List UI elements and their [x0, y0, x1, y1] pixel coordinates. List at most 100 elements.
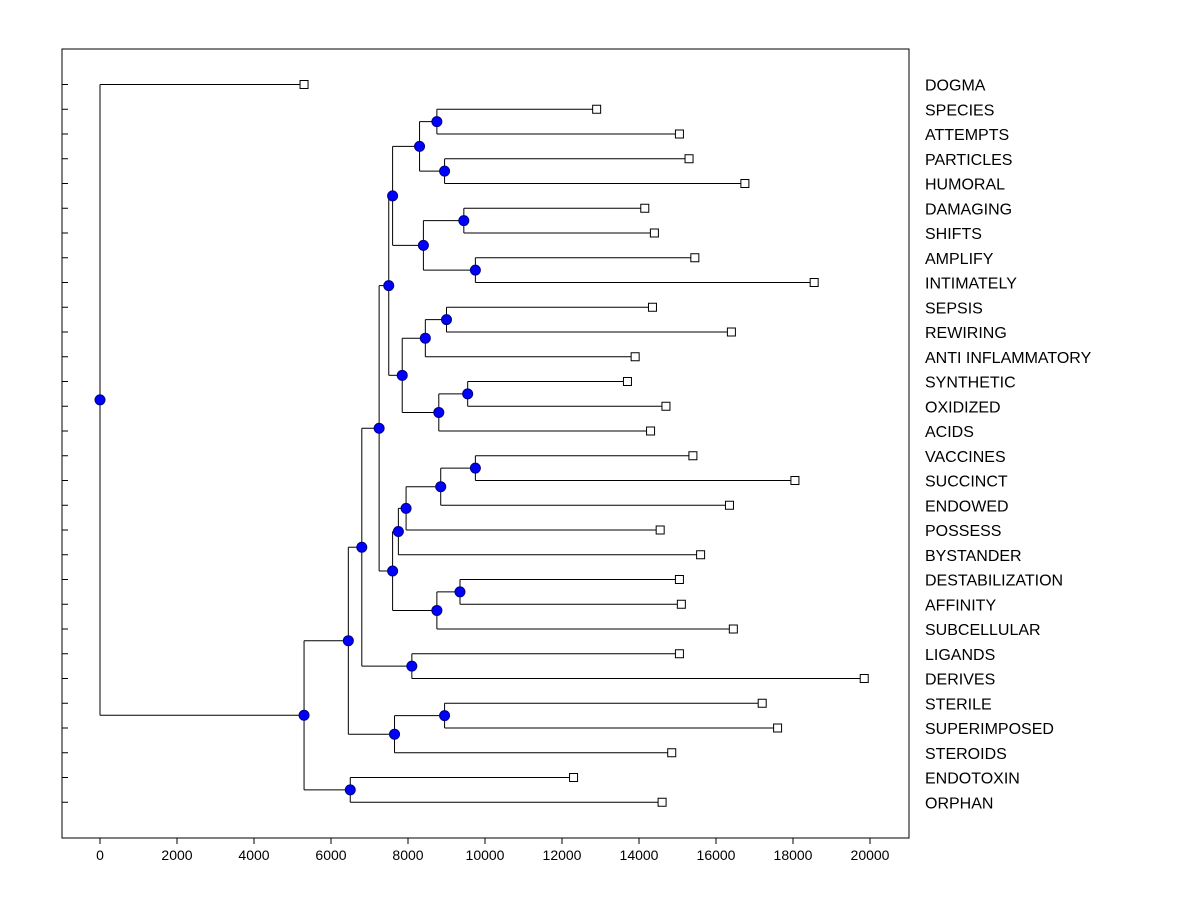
- merge-node-m28: [298, 709, 310, 721]
- merge-node-m7: [387, 190, 399, 202]
- leaf-label: OXIDIZED: [925, 399, 1001, 416]
- x-tick-label: 20000: [851, 847, 890, 863]
- leaf-marker: [630, 352, 640, 362]
- merge-node-m11: [433, 406, 445, 418]
- leaf-label: STEROIDS: [925, 746, 1007, 763]
- x-tick-label: 2000: [161, 847, 192, 863]
- leaf-label: PARTICLES: [925, 152, 1012, 169]
- leaf-marker: [690, 253, 700, 263]
- leaf-marker: [674, 575, 684, 584]
- leaf-label: REWIRING: [925, 325, 1007, 342]
- leaf-marker: [674, 129, 684, 139]
- x-tick-label: 8000: [392, 847, 423, 863]
- leaf-label: STERILE: [925, 696, 992, 713]
- merge-node-m3: [414, 140, 426, 152]
- merge-node-m6: [417, 239, 429, 251]
- merge-node-m23: [356, 541, 368, 553]
- leaf-marker: [299, 80, 309, 89]
- leaf-marker: [640, 203, 650, 213]
- leaf-label: SUPERIMPOSED: [925, 721, 1054, 738]
- merge-node-m8: [441, 314, 452, 326]
- leaf-marker: [688, 451, 698, 461]
- merge-node-m9: [419, 332, 431, 344]
- merge-node-m5: [469, 264, 481, 276]
- leaf-marker: [684, 154, 694, 164]
- leaf-marker: [592, 104, 602, 114]
- leaf-marker: [773, 723, 783, 733]
- x-tick-label: 10000: [466, 847, 505, 863]
- leaf-marker: [667, 748, 677, 758]
- merge-node-m29: [94, 394, 106, 406]
- leaf-marker: [757, 698, 767, 708]
- leaf-label: DAMAGING: [925, 201, 1012, 218]
- merge-node-m2: [439, 165, 451, 177]
- leaf-marker: [726, 327, 736, 337]
- leaf-label: SUCCINCT: [925, 474, 1008, 491]
- leaf-marker: [622, 377, 632, 386]
- leaf-marker: [655, 525, 665, 535]
- leaf-marker: [740, 179, 750, 188]
- leaf-marker: [809, 278, 819, 287]
- leaf-label: DOGMA: [925, 78, 986, 95]
- leaf-label: INTIMATELY: [925, 276, 1017, 293]
- leaf-label: SEPSIS: [925, 300, 983, 317]
- leaf-label: ENDOTOXIN: [925, 771, 1020, 788]
- leaf-label: AMPLIFY: [925, 251, 994, 268]
- leaf-label: LIGANDS: [925, 647, 995, 664]
- leaf-markers: [299, 80, 869, 807]
- merge-node-m16: [400, 502, 412, 514]
- leaf-marker: [674, 649, 684, 659]
- leaf-marker: [724, 500, 734, 510]
- leaf-marker: [728, 624, 738, 634]
- merge-node-m1: [431, 116, 443, 128]
- x-tick-label: 14000: [620, 847, 659, 863]
- leaf-label: ORPHAN: [925, 795, 993, 812]
- x-tick-label: 12000: [543, 847, 582, 863]
- merge-node-m22: [406, 660, 418, 672]
- merge-node-m20: [387, 565, 399, 577]
- axis-ticks: 0 2000 4000 6000 8000 10000 12000 14000 16000 180…: [62, 84, 890, 863]
- leaf-marker: [859, 674, 869, 683]
- merge-node-m10: [462, 388, 474, 400]
- merge-nodes: [94, 116, 481, 796]
- leaf-marker: [647, 302, 657, 312]
- leaf-marker: [661, 401, 671, 411]
- merge-node-m24: [439, 710, 451, 722]
- leaf-label: SYNTHETIC: [925, 375, 1016, 392]
- merge-node-m19: [431, 604, 443, 616]
- leaf-label: DESTABILIZATION: [925, 573, 1063, 590]
- merge-node-m26: [342, 635, 354, 647]
- merge-node-m13: [383, 280, 395, 292]
- merge-node-m12: [396, 369, 408, 381]
- leaf-label: VACCINES: [925, 449, 1006, 466]
- leaf-label: POSSESS: [925, 523, 1001, 540]
- merge-node-m21: [373, 422, 385, 434]
- leaf-marker: [696, 550, 706, 560]
- x-tick-label: 18000: [774, 847, 813, 863]
- leaf-marker: [646, 426, 656, 436]
- x-tick-label: 16000: [697, 847, 736, 863]
- plot-frame: [61, 48, 910, 839]
- x-tick-label: 4000: [238, 847, 269, 863]
- leaf-label: HUMORAL: [925, 177, 1005, 194]
- leaf-label: SPECIES: [925, 102, 994, 119]
- merge-node-m15: [435, 481, 447, 493]
- leaf-labels: DOGMA SPECIES ATTEMPTS PARTICLES HUMORAL DAMA…: [925, 78, 1092, 813]
- x-tick-label: 0: [96, 847, 104, 863]
- leaf-label: ATTEMPTS: [925, 127, 1009, 144]
- leaf-label: DERIVES: [925, 672, 995, 689]
- leaf-marker: [649, 228, 659, 238]
- leaf-marker: [569, 773, 579, 782]
- x-tick-label: 6000: [315, 847, 346, 863]
- merge-node-m17: [392, 526, 404, 538]
- merge-node-m25: [389, 728, 401, 740]
- leaf-marker: [676, 599, 686, 609]
- leaf-label: SHIFTS: [925, 226, 982, 243]
- merge-node-m18: [454, 586, 466, 598]
- leaf-label: BYSTANDER: [925, 548, 1022, 565]
- leaf-label: AFFINITY: [925, 597, 996, 614]
- leaf-label: SUBCELLULAR: [925, 622, 1041, 639]
- tree-links: [99, 84, 865, 803]
